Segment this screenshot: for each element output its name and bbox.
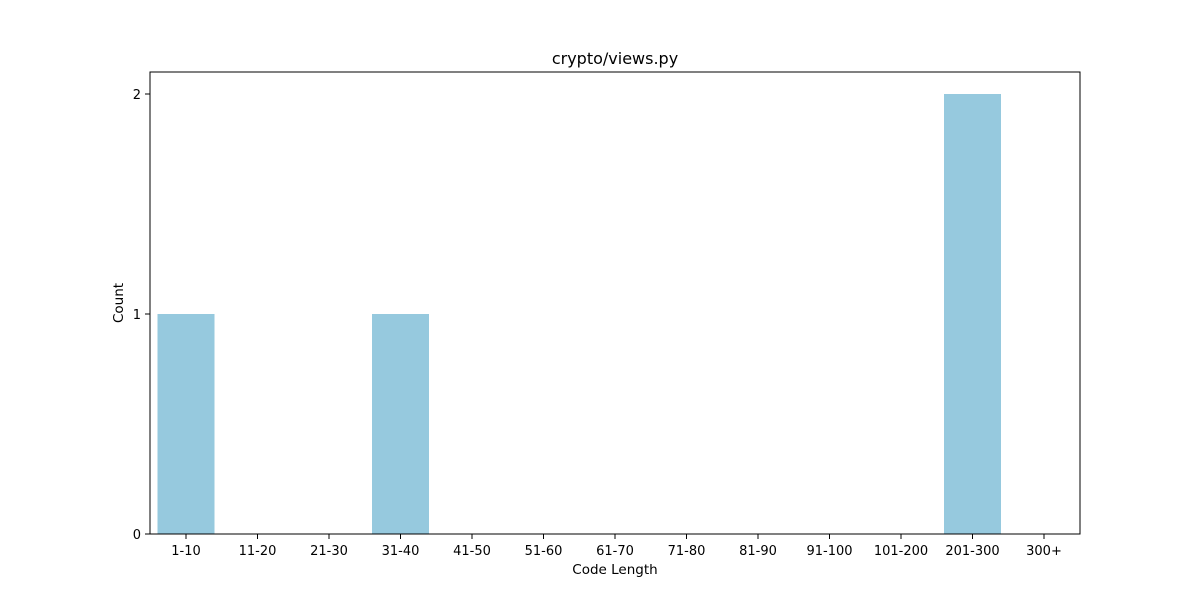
x-tick-label: 21-30	[310, 544, 348, 559]
x-tick-label: 71-80	[668, 544, 706, 559]
x-tick-label: 31-40	[382, 544, 420, 559]
bar-31-40	[372, 314, 429, 534]
x-axis-label: Code Length	[572, 562, 657, 578]
y-tick-label: 0	[133, 528, 141, 543]
bar-201-300	[944, 94, 1001, 534]
x-tick-label: 91-100	[806, 544, 852, 559]
y-axis-ticks: 0 1 2	[133, 88, 150, 543]
x-tick-label: 41-50	[453, 544, 491, 559]
y-axis-label: Count	[111, 283, 127, 323]
x-tick-label: 61-70	[596, 544, 634, 559]
bar-1-10	[157, 314, 215, 534]
x-tick-label: 201-300	[945, 544, 999, 559]
x-tick-label: 101-200	[874, 544, 928, 559]
y-tick-label: 2	[133, 88, 141, 103]
chart-title: crypto/views.py	[552, 49, 678, 68]
x-tick-label: 1-10	[171, 544, 201, 559]
x-tick-label: 300+	[1026, 544, 1062, 559]
x-axis-ticks: 1-10 11-20 21-30 31-40 41-50 51-60 61-70 71-80 8…	[171, 534, 1062, 559]
bars-layer	[157, 94, 1001, 534]
y-tick-label: 1	[133, 308, 141, 323]
x-tick-label: 51-60	[525, 544, 563, 559]
x-tick-label: 81-90	[739, 544, 777, 559]
x-tick-label: 11-20	[239, 544, 277, 559]
